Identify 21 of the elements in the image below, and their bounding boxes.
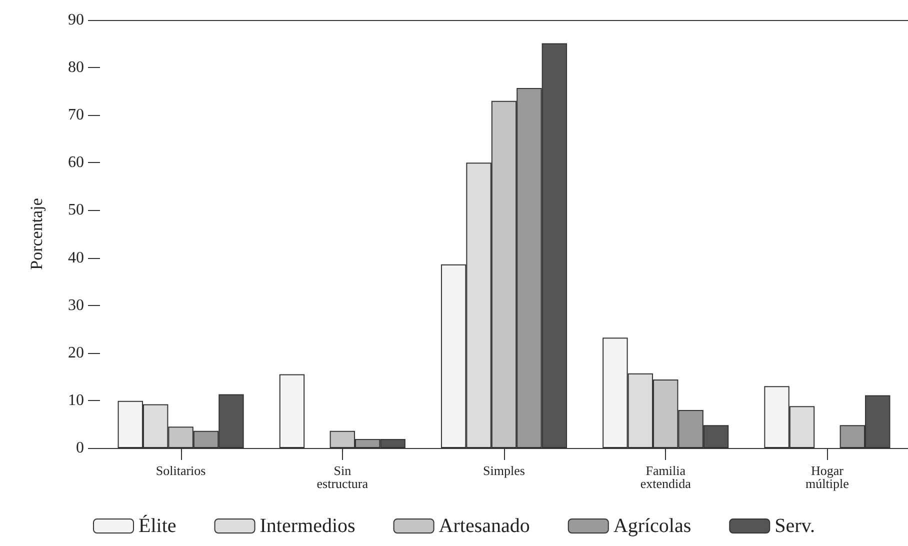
y-tick-label: 40 bbox=[68, 249, 84, 266]
y-tick-label: 50 bbox=[68, 202, 84, 219]
y-tick-label: 20 bbox=[68, 344, 84, 362]
legend-label: Serv. bbox=[774, 515, 816, 537]
x-tick-label: Simples bbox=[483, 463, 525, 478]
y-tick-label: 30 bbox=[68, 296, 84, 314]
y-axis-title: Porcentaje bbox=[27, 198, 46, 270]
legend-label: Artesanado bbox=[438, 515, 530, 537]
y-tick-label: 80 bbox=[68, 59, 84, 76]
y-tick-label: 70 bbox=[68, 106, 84, 124]
y-tick-label: 10 bbox=[68, 392, 84, 409]
y-tick-label: 60 bbox=[68, 154, 84, 172]
legend-label: Intermedios bbox=[260, 515, 356, 537]
x-tick-label: Sin estructura bbox=[316, 463, 368, 491]
x-tick-label: Solitarios bbox=[156, 463, 206, 478]
x-tick-label: Hogar múltiple bbox=[806, 463, 850, 491]
legend-label: Élite bbox=[138, 514, 176, 537]
legend-label: Agrícolas bbox=[613, 515, 692, 537]
x-tick-label: Familia extendida bbox=[640, 463, 692, 491]
y-tick-label: 0 bbox=[76, 440, 84, 456]
y-tick-label: 90 bbox=[68, 12, 84, 28]
